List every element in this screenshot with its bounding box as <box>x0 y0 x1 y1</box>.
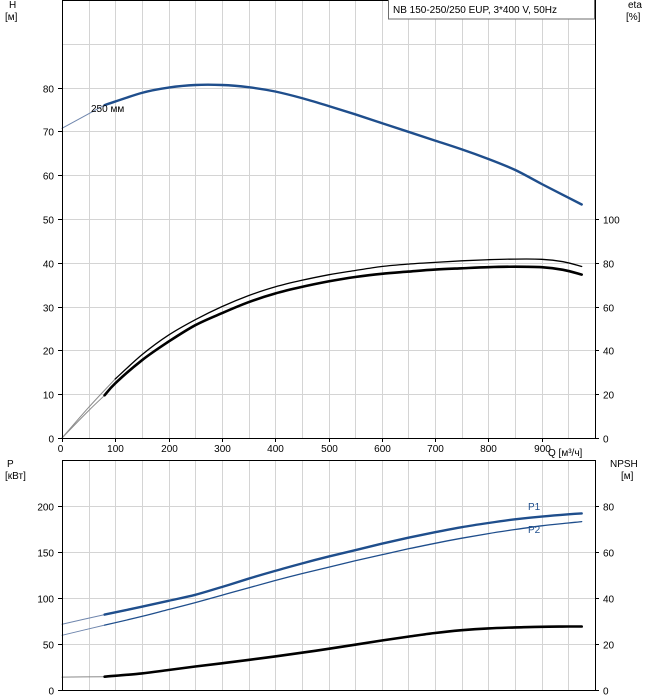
x-tick-label: 100 <box>107 444 124 455</box>
eta-axis-tick-label: 80 <box>603 260 615 271</box>
eta-axis-tick-label: 20 <box>603 391 615 402</box>
head-axis-unit: [м] <box>5 12 18 23</box>
eta-axis-tick-label: 100 <box>603 216 620 227</box>
npsh-axis-tick-label: 0 <box>603 687 609 698</box>
npsh-axis-unit: [м] <box>621 471 634 482</box>
eta-axis-tick-label: 40 <box>603 347 615 358</box>
labels-layer: 0 100 200 300 400 500 600 700 800 900010203040506… <box>37 85 620 698</box>
power-axis-tick-label: 150 <box>37 549 54 560</box>
npsh-axis-tick-label: 80 <box>603 503 615 514</box>
chart-title: NB 150-250/250 EUP, 3*400 V, 50Hz <box>393 5 557 16</box>
x-tick-label: 300 <box>214 444 231 455</box>
lower-series-0-line <box>103 512 583 616</box>
flow-axis-label: Q [м³/ч] <box>548 448 583 459</box>
eta-axis-label: eta <box>628 0 642 11</box>
power-axis-unit: [кВт] <box>5 471 26 482</box>
upper-series-2-extension <box>61 394 106 439</box>
title-box <box>388 0 595 20</box>
head-axis-tick-label: 50 <box>43 216 55 227</box>
power-axis-tick-label: 200 <box>37 503 54 514</box>
lower-gridlines <box>62 460 595 690</box>
p2-series-label: P2 <box>528 525 541 536</box>
series-layer <box>61 83 583 678</box>
power-axis-tick-label: 100 <box>37 595 54 606</box>
upper-series-0-line <box>103 83 583 206</box>
x-tick-label: 800 <box>480 444 497 455</box>
npsh-axis-label: NPSH <box>610 459 638 470</box>
head-axis-tick-label: 40 <box>43 260 55 271</box>
axes-layer <box>58 0 599 691</box>
x-tick-label: 0 <box>58 444 64 455</box>
npsh-axis-tick-label: 60 <box>603 549 615 560</box>
impeller-250mm-label: 250 мм <box>91 104 124 115</box>
eta-axis-unit: [%] <box>626 12 641 23</box>
eta-axis-tick-label: 0 <box>603 435 609 446</box>
npsh-axis-tick-label: 20 <box>603 641 615 652</box>
upper-series-0-extension <box>61 104 106 129</box>
upper-gridlines <box>62 0 595 438</box>
lower-series-1-extension <box>61 624 106 636</box>
lower-plot-frame <box>62 460 596 691</box>
head-axis-tick-label: 70 <box>43 128 55 139</box>
npsh-axis-tick-label: 40 <box>603 595 615 606</box>
x-tick-label: 500 <box>321 444 338 455</box>
head-axis-tick-label: 80 <box>43 85 55 96</box>
head-axis-tick-label: 60 <box>43 172 55 183</box>
x-tick-label: 200 <box>161 444 178 455</box>
upper-series-1-line <box>114 258 583 380</box>
x-tick-label: 700 <box>427 444 444 455</box>
eta-axis-tick-label: 60 <box>603 304 615 315</box>
head-axis-tick-label: 30 <box>43 304 55 315</box>
x-tick-label: 400 <box>267 444 284 455</box>
head-axis-tick-label: 20 <box>43 347 55 358</box>
lower-series-0-extension <box>61 614 106 625</box>
upper-series-2-line <box>103 265 583 397</box>
power-axis-label: P <box>7 459 14 470</box>
head-axis-label: H <box>9 0 16 11</box>
lower-series-1-line <box>103 520 583 626</box>
x-tick-label: 900 <box>534 444 551 455</box>
lower-series-2-line <box>103 625 583 678</box>
head-axis-tick-label: 10 <box>43 391 55 402</box>
power-axis-tick-label: 50 <box>43 641 55 652</box>
head-axis-tick-label: 0 <box>48 435 54 446</box>
power-axis-tick-label: 0 <box>48 687 54 698</box>
x-tick-label: 600 <box>374 444 391 455</box>
p1-series-label: P1 <box>528 502 541 513</box>
